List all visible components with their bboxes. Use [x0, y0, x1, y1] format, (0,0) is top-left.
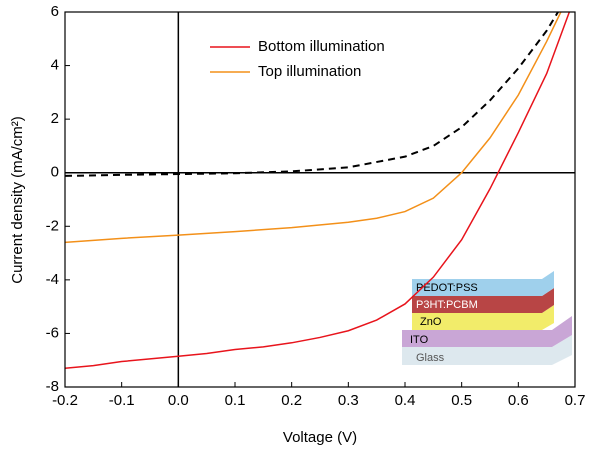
y-tick-label: -6	[46, 324, 59, 341]
x-tick-label: 0.3	[338, 392, 359, 409]
y-tick-label: -8	[46, 378, 59, 395]
chart: PEDOT:PSS P3HT:PCBM ZnO ITO Glass Voltag…	[0, 0, 591, 453]
x-tick-label: 0.6	[508, 392, 529, 409]
x-tick-label: 0.1	[225, 392, 246, 409]
x-tick-label: 0.0	[168, 392, 189, 409]
y-tick-label: 6	[51, 3, 59, 20]
series-line	[65, 12, 558, 176]
y-tick-label: -4	[46, 271, 59, 288]
x-tick-label: -0.1	[109, 392, 135, 409]
layer-label: P3HT:PCBM	[416, 299, 478, 311]
device-inset: PEDOT:PSS P3HT:PCBM ZnO ITO Glass	[402, 271, 572, 365]
layer-label: ITO	[410, 334, 429, 346]
x-tick-label: 0.4	[395, 392, 416, 409]
layer-label: Glass	[416, 352, 445, 364]
layer-label: PEDOT:PSS	[416, 282, 478, 294]
x-tick-label: 0.7	[565, 392, 586, 409]
y-tick-label: 2	[51, 110, 59, 127]
legend-label: Top illumination	[258, 63, 361, 80]
y-axis-title: Current density (mA/cm²)	[9, 116, 26, 284]
y-tick-label: -2	[46, 217, 59, 234]
x-tick-label: 0.2	[281, 392, 302, 409]
x-axis-title: Voltage (V)	[283, 429, 357, 446]
page: {"chart_data": {"type": "line", "xlabel"…	[0, 0, 591, 453]
x-tick-label: 0.5	[451, 392, 472, 409]
layer-label: ZnO	[420, 316, 442, 328]
legend-label: Bottom illumination	[258, 38, 385, 55]
y-tick-label: 4	[51, 57, 59, 74]
y-tick-label: 0	[51, 164, 59, 181]
